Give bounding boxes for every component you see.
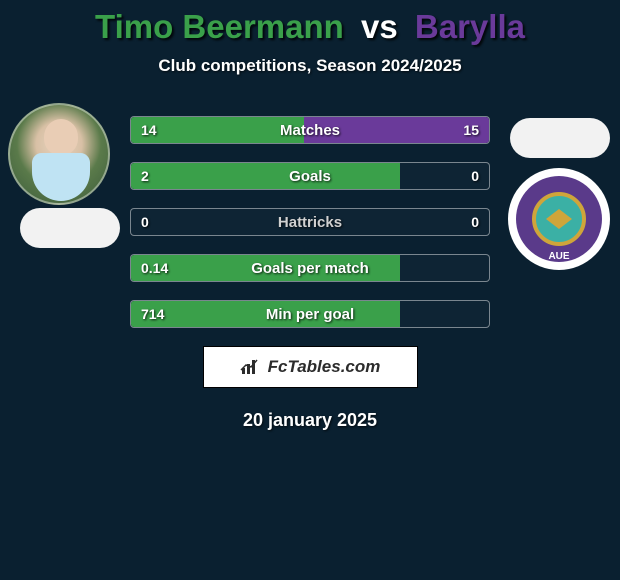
stat-row: Hattricks0 0 — [130, 208, 490, 236]
watermark: FcTables.com — [203, 346, 418, 388]
player1-value: 0.14 — [131, 255, 178, 281]
stat-label: Hattricks — [131, 209, 489, 235]
crest-text: AUE — [510, 251, 608, 262]
player2-value: 0 — [461, 163, 489, 189]
stat-label: Goals — [131, 163, 489, 189]
player1-name: Timo Beermann — [95, 8, 344, 45]
watermark-text: FcTables.com — [268, 357, 381, 377]
crest-core — [532, 192, 586, 246]
infographic-container: Timo Beermann vs Barylla Club competitio… — [0, 0, 620, 450]
date: 20 january 2025 — [0, 410, 620, 431]
stat-label: Matches — [131, 117, 489, 143]
stat-row: Goals per match0.14 — [130, 254, 490, 282]
subtitle: Club competitions, Season 2024/2025 — [0, 56, 620, 76]
stat-row: Goals2 0 — [130, 162, 490, 190]
player1-value: 2 — [131, 163, 159, 189]
bar-chart-icon — [240, 358, 262, 376]
stat-row: Min per goal714 — [130, 300, 490, 328]
stat-label: Min per goal — [131, 301, 489, 327]
player2-club-badge — [510, 118, 610, 158]
player2-value: 0 — [461, 209, 489, 235]
player1-value: 0 — [131, 209, 159, 235]
stat-row: Matches14 15 — [130, 116, 490, 144]
crest-ring — [516, 176, 602, 262]
player2-name: Barylla — [415, 8, 525, 45]
player2-value: 15 — [453, 117, 489, 143]
player2-crest: AUE — [508, 168, 610, 270]
player1-club-badge — [20, 208, 120, 248]
comparison-title: Timo Beermann vs Barylla — [0, 8, 620, 46]
player2-value — [469, 255, 489, 281]
player1-value: 714 — [131, 301, 174, 327]
player1-avatar — [8, 103, 110, 205]
player2-value — [469, 301, 489, 327]
vs-text: vs — [361, 8, 398, 45]
stats-column: Matches1415Goals20Hattricks00Goals per m… — [130, 116, 490, 328]
stat-label: Goals per match — [131, 255, 489, 281]
player1-value: 14 — [131, 117, 167, 143]
